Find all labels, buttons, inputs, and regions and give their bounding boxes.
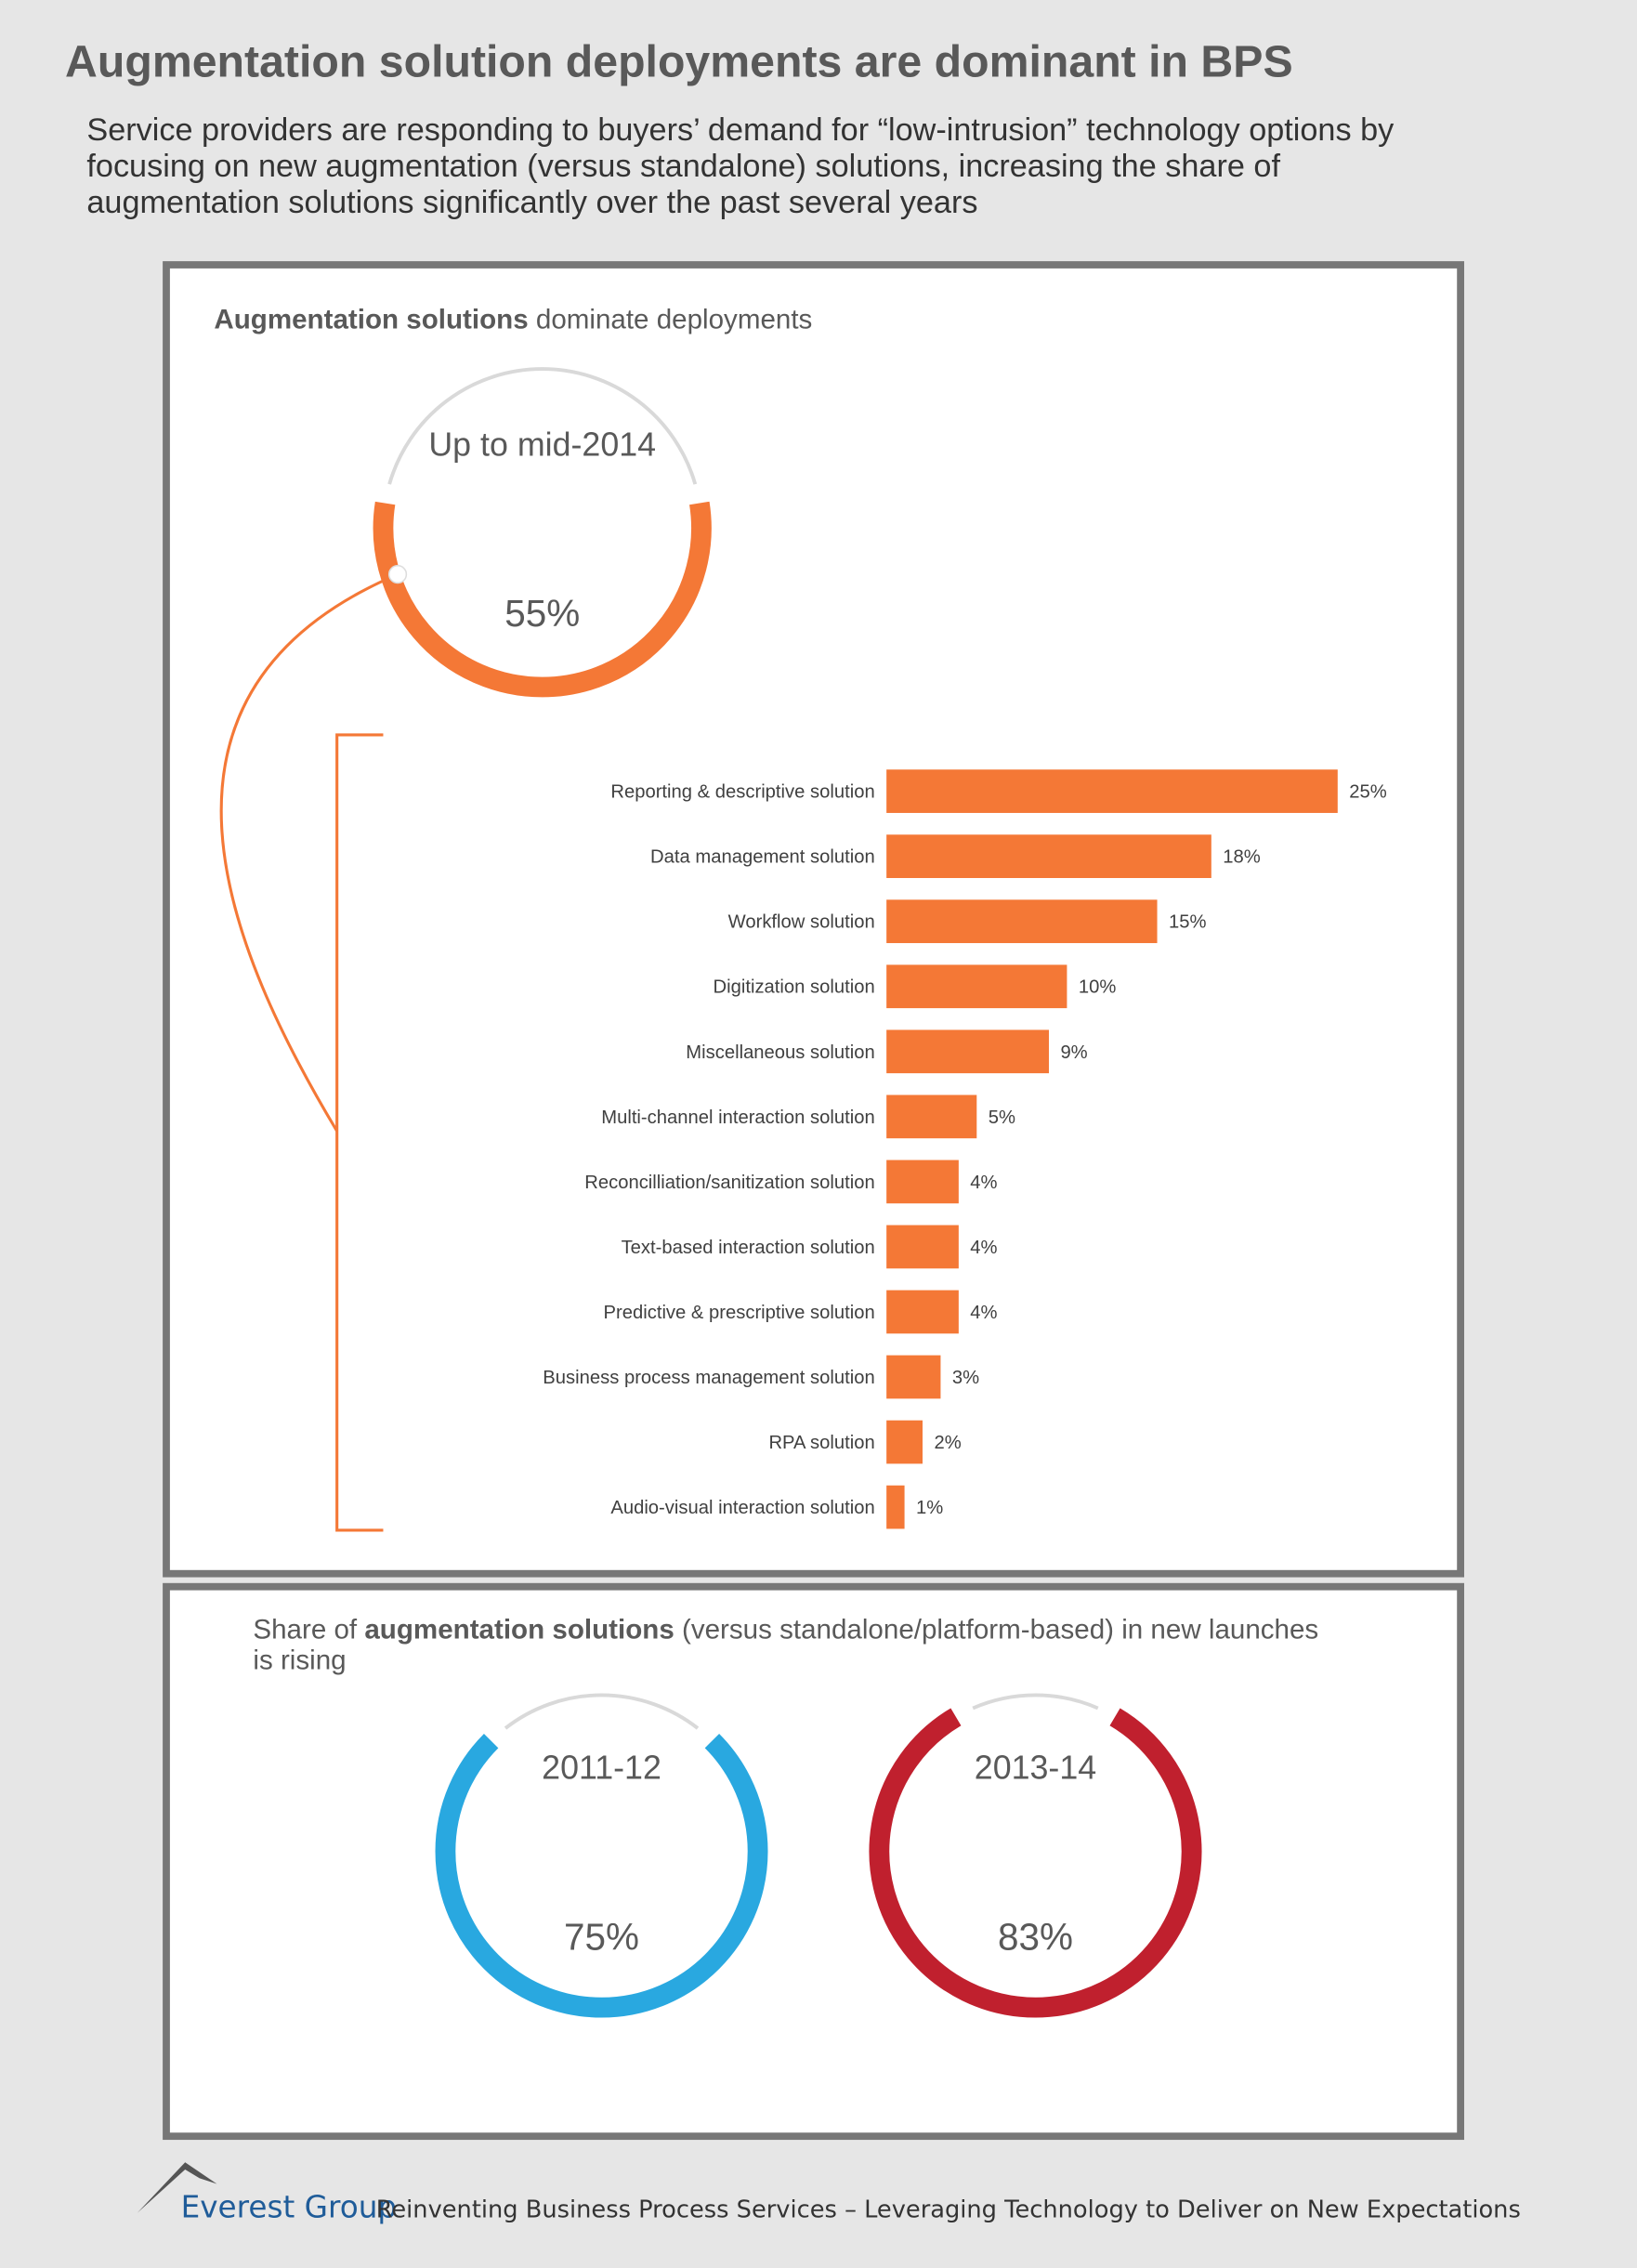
bar-value-label: 1%	[916, 1498, 943, 1518]
panel-title-line: is rising	[253, 1645, 346, 1675]
bar-value-label: 9%	[1060, 1042, 1087, 1063]
bar-value-label: 4%	[970, 1173, 997, 1193]
bar-label: Workflow solution	[728, 912, 875, 933]
bar-value-label: 3%	[952, 1368, 979, 1388]
bar-value-label: 4%	[970, 1238, 997, 1258]
bar	[886, 899, 1158, 944]
title-part: (versus standalone/platform-based) in ne…	[674, 1615, 1318, 1645]
panel	[163, 1582, 1464, 2141]
donut-value: 83%	[998, 1915, 1073, 1958]
bar	[886, 1160, 959, 1204]
bar-label: Predictive & prescriptive solution	[604, 1303, 875, 1323]
panel-title: Augmentation solutions dominate deployme…	[214, 305, 812, 335]
subtitle-line: augmentation solutions significantly ove…	[86, 185, 977, 220]
bar	[886, 1485, 905, 1529]
bar	[886, 964, 1067, 1009]
connector	[219, 572, 399, 1133]
bar-value-label: 25%	[1349, 782, 1386, 803]
donut-track	[972, 1693, 1099, 1711]
bar-label: Reconcilliation/sanitization solution	[584, 1173, 874, 1193]
bar-value-label: 18%	[1223, 847, 1260, 868]
donut-arc	[869, 1708, 1202, 2018]
panel	[163, 261, 1464, 1578]
donut-label: 2011-12	[542, 1750, 661, 1787]
title-rest: dominate deployments	[529, 305, 813, 335]
bar	[886, 1095, 977, 1139]
bracket	[335, 733, 384, 1532]
bar	[886, 1420, 923, 1464]
bar	[886, 1029, 1049, 1074]
donut-label: 2013-14	[975, 1750, 1096, 1787]
bar-label: Multi-channel interaction solution	[601, 1108, 874, 1128]
subtitle-line: focusing on new augmentation (versus sta…	[86, 149, 1280, 184]
bar-label: Business process management solution	[543, 1368, 874, 1388]
bar-label: Digitization solution	[714, 977, 875, 998]
arc-end-marker	[387, 565, 408, 584]
donut-label: Up to mid-2014	[428, 426, 656, 463]
bar-label: Text-based interaction solution	[622, 1238, 875, 1258]
bar-value-label: 15%	[1169, 912, 1206, 933]
bar	[886, 1290, 959, 1334]
bar	[886, 834, 1211, 878]
subtitle-line: Service providers are responding to buye…	[86, 112, 1395, 148]
bar	[886, 769, 1338, 813]
bar-value-label: 2%	[934, 1433, 961, 1453]
bar-label: Miscellaneous solution	[686, 1042, 874, 1063]
bar-label: Data management solution	[650, 847, 875, 868]
logo-mark	[137, 2162, 217, 2213]
donut-track	[387, 367, 698, 485]
title-bold: Augmentation solutions	[214, 305, 528, 335]
donut-value: 55%	[504, 592, 580, 635]
bar-value-label: 4%	[970, 1303, 997, 1323]
bar-value-label: 10%	[1079, 977, 1116, 998]
page-title: Augmentation solution deployments are do…	[65, 37, 1293, 87]
bar-label: RPA solution	[768, 1433, 874, 1453]
bar-value-label: 5%	[989, 1108, 1015, 1128]
panel-title: Share of augmentation solutions (versus …	[253, 1615, 1318, 1645]
brand: Everest Group	[181, 2189, 398, 2224]
footer-text: Reinventing Business Process Services – …	[376, 2196, 1521, 2223]
donut-value: 75%	[564, 1915, 639, 1958]
bar-label: Reporting & descriptive solution	[610, 782, 874, 803]
bar	[886, 1355, 941, 1399]
donut-arc	[435, 1733, 768, 2018]
donut-arc	[373, 501, 712, 698]
donut-track	[504, 1693, 700, 1730]
bar-label: Audio-visual interaction solution	[610, 1498, 874, 1518]
title-part: Share of	[253, 1615, 364, 1645]
title-bold: augmentation solutions	[364, 1615, 674, 1645]
bar	[886, 1225, 959, 1269]
